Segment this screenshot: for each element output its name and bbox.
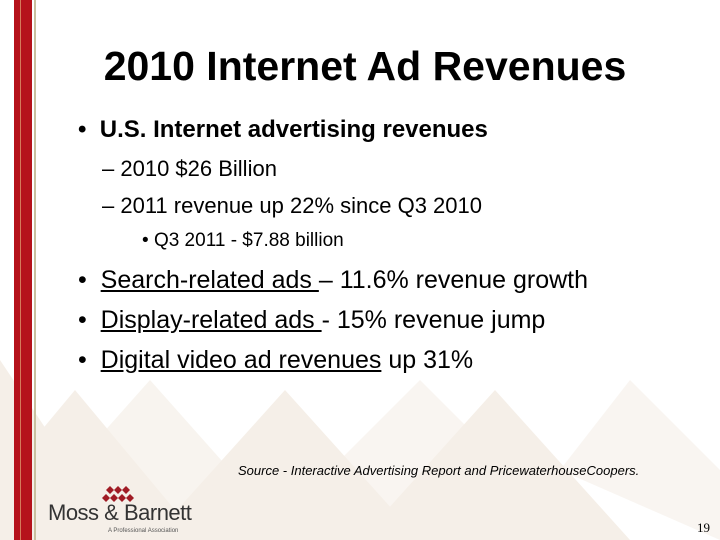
video-ads-link[interactable]: Digital video ad revenues — [100, 346, 382, 374]
divider-line — [34, 0, 36, 540]
company-logo: Moss & Barnett A Professional Associatio… — [48, 486, 198, 540]
bullet-1: • U.S. Internet advertising revenues — [78, 116, 488, 143]
bullet-3: • Display-related ads - 15% revenue jump — [78, 306, 546, 334]
sub-bullet-text: 2010 $26 Billion — [120, 156, 277, 181]
slide-title: 2010 Internet Ad Revenues — [103, 43, 627, 89]
bullet-4: • Digital video ad revenues up 31% — [78, 346, 474, 374]
bullet-text: U.S. Internet advertising revenues — [99, 116, 488, 143]
bullet-text: – 11.6% revenue growth — [318, 266, 588, 294]
sub-sub-bullet-text: Q3 2011 - $7.88 billion — [153, 230, 344, 251]
search-ads-link[interactable]: Search-related ads — [100, 266, 319, 294]
sub-sub-bullet-1: • Q3 2011 - $7.88 billion — [142, 230, 344, 251]
page-number: 19 — [697, 520, 710, 535]
display-ads-link[interactable]: Display-related ads — [100, 306, 322, 334]
sub-bullet-text: 2011 revenue up 22% since Q3 2010 — [120, 193, 482, 218]
bullet-text: up 31% — [381, 346, 474, 374]
bullet-2: • Search-related ads – 11.6% revenue gro… — [78, 266, 588, 294]
sub-bullet-1: – 2010 $26 Billion — [102, 156, 277, 181]
logo-name: Moss & Barnett — [48, 500, 192, 525]
accent-stripe — [20, 0, 21, 540]
source-note: Source - Interactive Advertising Report … — [238, 463, 640, 478]
logo-tagline: A Professional Association — [108, 528, 179, 534]
accent-bar — [14, 0, 32, 540]
bullet-text: - 15% revenue jump — [321, 306, 546, 334]
sub-bullet-2: – 2011 revenue up 22% since Q3 2010 — [102, 193, 482, 218]
diamond-cluster-icon — [102, 486, 134, 502]
